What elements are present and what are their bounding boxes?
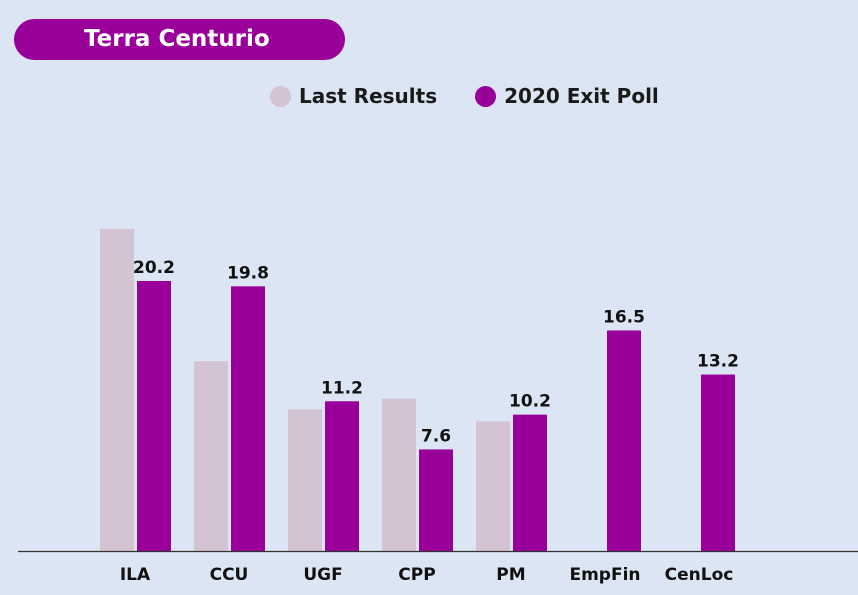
category-label-empfin: EmpFin [569,565,640,585]
bar-last-results-cpp [382,398,416,551]
value-label-ugf: 11.2 [321,378,363,398]
category-label-pm: PM [496,565,525,585]
value-label-ila: 20.2 [133,258,175,278]
bar-last-results-ccu [194,361,228,551]
legend: Last Results 2020 Exit Poll [270,84,697,108]
value-label-ccu: 19.8 [227,263,269,283]
bar-exit-poll-cpp [419,449,453,551]
bar-last-results-ugf [288,409,322,551]
category-label-ugf: UGF [303,565,342,585]
value-label-cenloc: 13.2 [697,352,739,372]
legend-swatch-last-results [270,85,291,107]
bar-last-results-pm [476,421,510,551]
legend-swatch-exit-poll [475,85,497,107]
legend-label-exit-poll: 2020 Exit Poll [504,84,659,108]
category-label-cpp: CPP [398,565,435,585]
bar-last-results-ila [100,228,134,551]
bar-exit-poll-cenloc [701,374,735,551]
bar-exit-poll-pm [513,414,547,551]
category-label-cenloc: CenLoc [665,565,734,585]
legend-item-exit-poll: 2020 Exit Poll [475,84,659,108]
bar-exit-poll-empfin [607,330,641,551]
category-label-ccu: CCU [210,565,249,585]
value-label-empfin: 16.5 [603,307,645,327]
value-label-pm: 10.2 [509,392,551,412]
category-label-ila: ILA [120,565,151,585]
value-label-cpp: 7.6 [421,426,451,446]
legend-item-last-results: Last Results [270,84,437,108]
bar-exit-poll-ila [137,280,171,551]
bar-exit-poll-ugf [325,401,359,551]
legend-label-last-results: Last Results [299,84,438,108]
chart-title: Terra Centurio [14,19,345,60]
bar-exit-poll-ccu [231,286,265,551]
